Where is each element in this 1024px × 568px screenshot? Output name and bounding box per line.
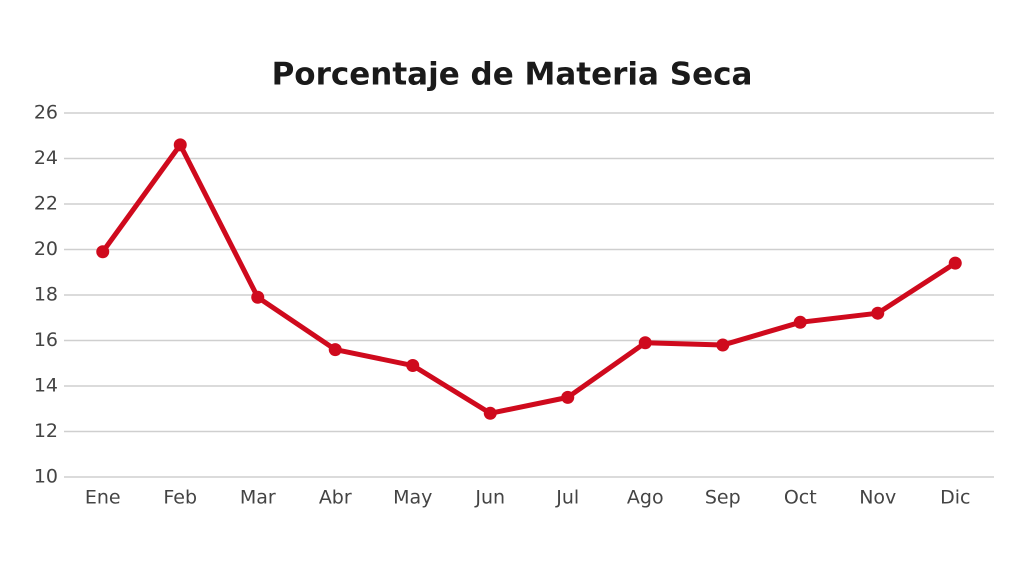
y-tick-label: 14 [34, 375, 58, 397]
y-tick-label: 18 [34, 284, 58, 306]
point [948, 256, 962, 270]
point [871, 306, 885, 320]
x-tick-label: May [393, 487, 432, 509]
y-tick-label: 16 [34, 329, 58, 351]
y-tick-label: 20 [34, 238, 58, 260]
y-tick-label: 10 [34, 466, 58, 488]
point [561, 390, 575, 404]
x-tick-label: Mar [240, 487, 276, 509]
y-tick-label: 26 [34, 102, 58, 124]
x-tick-label: Jun [474, 487, 505, 509]
x-tick-label: Feb [163, 487, 197, 509]
x-tick-label: Ago [627, 487, 664, 509]
x-tick-label: Abr [319, 487, 352, 509]
point [483, 406, 497, 420]
y-tick-label: 22 [34, 193, 58, 215]
point [716, 338, 730, 352]
point [328, 343, 342, 357]
y-tick-label: 12 [34, 420, 58, 442]
chart-title: Porcentaje de Materia Seca [272, 57, 753, 93]
x-tick-label: Nov [859, 487, 896, 509]
x-tick-label: Jul [555, 487, 579, 509]
point [96, 245, 110, 259]
x-tick-label: Sep [705, 487, 741, 509]
point [793, 315, 807, 329]
point [251, 290, 265, 304]
point [173, 138, 187, 152]
y-tick-label: 24 [34, 147, 58, 169]
line [100, 142, 957, 416]
x-tick-label: Oct [784, 487, 817, 509]
x-tick-label: Ene [85, 487, 121, 509]
point [406, 359, 420, 373]
point [638, 336, 652, 350]
x-tick-label: Dic [940, 487, 970, 509]
